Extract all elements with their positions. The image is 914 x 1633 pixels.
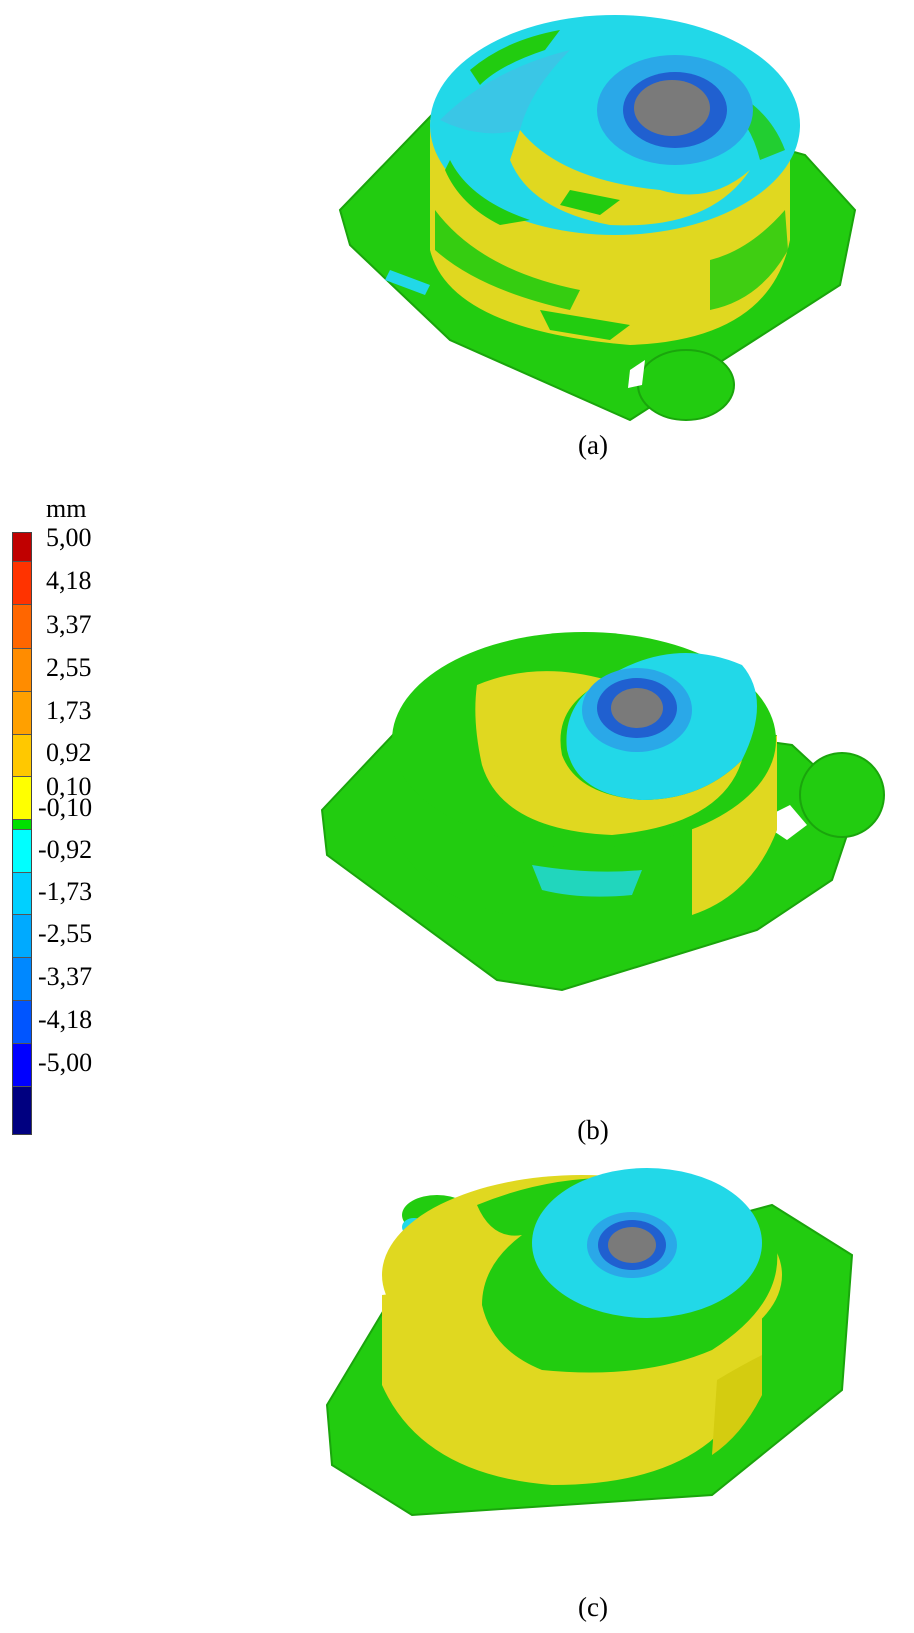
legend-label: 0,92 — [46, 738, 92, 767]
legend-label: 3,37 — [46, 610, 92, 639]
panel-b-deviation-map — [312, 625, 892, 995]
legend-tick — [13, 914, 31, 915]
legend-segment — [13, 914, 31, 957]
panel-a-render — [338, 15, 857, 422]
legend-label: -3,37 — [38, 962, 93, 991]
legend-tick — [13, 776, 31, 777]
panel-a-deviation-map — [330, 10, 870, 440]
legend-label: -5,00 — [38, 1048, 93, 1077]
legend-segment — [13, 691, 31, 734]
legend-label: 4,18 — [46, 566, 92, 595]
legend-segment — [13, 1000, 31, 1043]
legend-tick — [13, 691, 31, 692]
legend-label: 2,55 — [46, 653, 92, 682]
caption-b: (b) — [577, 1115, 609, 1145]
legend-tick — [13, 648, 31, 649]
legend-segment — [13, 734, 31, 776]
legend-color-bar — [12, 532, 32, 1135]
legend-tick — [13, 957, 31, 958]
legend-segment — [13, 604, 31, 648]
legend-tick — [13, 561, 31, 562]
legend-tick — [13, 734, 31, 735]
legend-segment — [13, 533, 31, 561]
legend-tick — [13, 604, 31, 605]
legend-unit: mm — [46, 494, 87, 523]
legend-label: 1,73 — [46, 696, 92, 725]
legend-segment — [13, 648, 31, 691]
legend-segment — [13, 776, 31, 819]
legend-tick — [13, 819, 31, 820]
legend-label: 0,10 — [46, 772, 92, 801]
legend-segment — [13, 957, 31, 1000]
legend-segment — [13, 561, 31, 604]
legend-label: -0,92 — [38, 835, 93, 864]
legend-tick — [13, 829, 31, 830]
legend-label: -2,55 — [38, 919, 93, 948]
legend-label: -0,10 — [38, 793, 93, 822]
color-scale-legend: mm 5,00 4,18 3,37 2,55 1,7 — [12, 494, 122, 1138]
legend-label: 5,00 — [46, 523, 92, 552]
panel-b-render — [320, 632, 885, 992]
panel-c-deviation-map — [322, 1165, 862, 1545]
panel-c-render — [325, 1168, 854, 1517]
legend-tick — [13, 1086, 31, 1087]
legend-tick — [13, 1043, 31, 1044]
legend-label: -4,18 — [38, 1005, 93, 1034]
caption-c: (c) — [578, 1592, 608, 1622]
legend-label: -1,73 — [38, 877, 93, 906]
legend-segment — [13, 1043, 31, 1086]
legend-segment — [13, 819, 31, 829]
legend-segment — [13, 872, 31, 914]
legend-tick — [13, 872, 31, 873]
caption-a: (a) — [578, 430, 608, 460]
legend-segment — [13, 829, 31, 872]
legend-segment — [13, 1086, 31, 1134]
legend-tick — [13, 1000, 31, 1001]
